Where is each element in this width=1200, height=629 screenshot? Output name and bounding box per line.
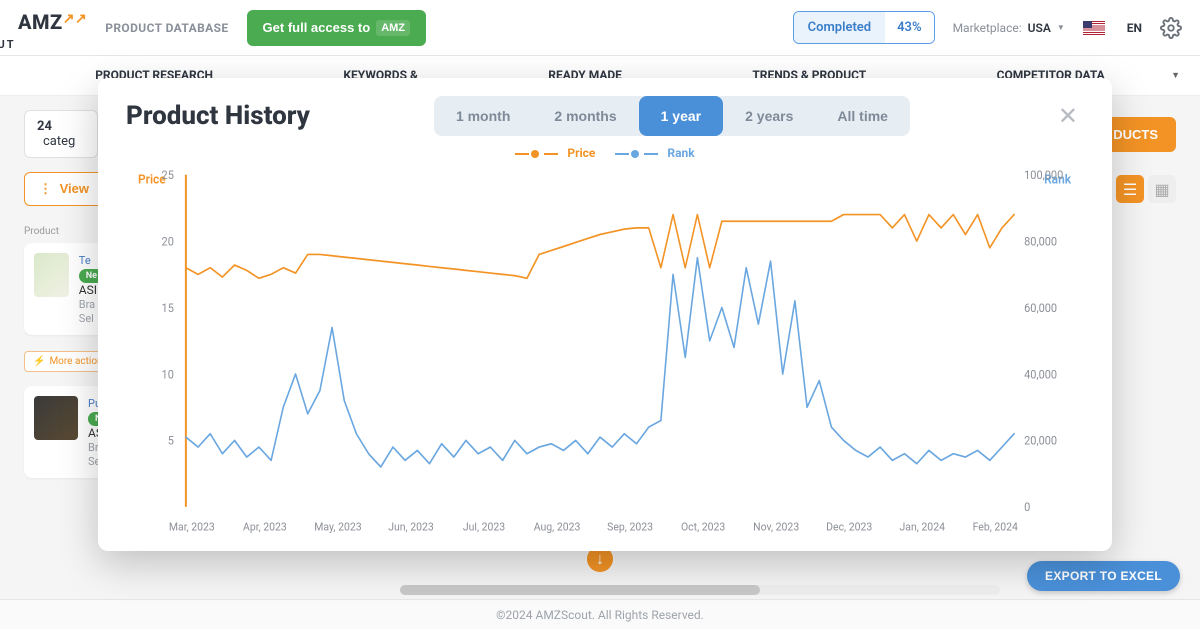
svg-text:Jan, 2024: Jan, 2024: [900, 520, 945, 533]
dots-icon: ⋮: [39, 181, 52, 196]
svg-text:Aug, 2023: Aug, 2023: [534, 520, 581, 533]
chevron-down-icon[interactable]: ▼: [1171, 70, 1180, 81]
chevron-down-icon: ▼: [1057, 23, 1065, 32]
brand-label: Bra: [79, 298, 95, 311]
svg-text:Jul, 2023: Jul, 2023: [463, 520, 505, 533]
history-chart: PriceRank510152025020,00040,00060,00080,…: [126, 164, 1084, 539]
footer: ©2024 AMZScout. All Rights Reserved.: [0, 599, 1200, 629]
logo[interactable]: AMZ↗↗ SCOUT: [18, 13, 87, 41]
logo-sub: SCOUT: [0, 40, 39, 50]
svg-text:5: 5: [168, 433, 174, 447]
svg-text:10: 10: [162, 367, 174, 381]
top-header: AMZ↗↗ SCOUT PRODUCT DATABASE Get full ac…: [0, 0, 1200, 56]
legend-price: Price: [515, 146, 595, 160]
marketplace-label: Marketplace:: [953, 21, 1022, 35]
flag-icon: [1083, 21, 1105, 35]
get-full-access-button[interactable]: Get full access to AMZ: [247, 10, 426, 46]
nav-product-database[interactable]: PRODUCT DATABASE: [105, 21, 228, 35]
category-chip[interactable]: 24 categ: [24, 110, 98, 158]
logo-arrow-icon: ↗↗: [63, 11, 87, 27]
time-range-segmented: 1 month2 months1 year2 yearsAll time: [434, 96, 910, 136]
legend-rank-label: Rank: [667, 146, 694, 160]
logo-main: AMZ: [18, 10, 63, 34]
legend-rank: Rank: [615, 146, 694, 160]
category-label: categ: [43, 134, 75, 149]
svg-text:15: 15: [162, 300, 174, 314]
svg-text:Apr, 2023: Apr, 2023: [243, 520, 287, 533]
range-1-year[interactable]: 1 year: [639, 96, 723, 136]
lang-label[interactable]: EN: [1127, 21, 1142, 35]
list-view-toggle[interactable]: ☰: [1116, 175, 1144, 203]
export-to-excel-button[interactable]: EXPORT TO EXCEL: [1027, 561, 1180, 591]
scrollbar-thumb[interactable]: [400, 585, 760, 595]
cta-mini-logo: AMZ: [376, 20, 410, 36]
product-title: ASI: [79, 283, 97, 297]
view-label: View: [60, 181, 89, 196]
grid-view-toggle[interactable]: ▦: [1148, 175, 1176, 203]
progress-label: Completed: [794, 12, 886, 43]
marketplace-selector[interactable]: Marketplace: USA ▼: [953, 21, 1065, 35]
close-icon[interactable]: ✕: [1052, 102, 1084, 131]
svg-text:25: 25: [162, 168, 174, 182]
cta-prefix: Get full access to: [263, 20, 371, 35]
modal-title: Product History: [126, 101, 310, 131]
svg-text:Dec, 2023: Dec, 2023: [826, 520, 872, 533]
range-1-month[interactable]: 1 month: [434, 96, 532, 136]
legend-price-label: Price: [567, 146, 595, 160]
range-2-months[interactable]: 2 months: [532, 96, 638, 136]
chart-legend: Price Rank: [126, 146, 1084, 160]
svg-text:20: 20: [162, 234, 174, 248]
range-2-years[interactable]: 2 years: [723, 96, 815, 136]
gear-icon[interactable]: [1160, 17, 1182, 39]
chart-area: PriceRank510152025020,00040,00060,00080,…: [126, 164, 1084, 539]
range-All-time[interactable]: All time: [815, 96, 910, 136]
svg-text:100,000: 100,000: [1024, 168, 1063, 182]
svg-text:80,000: 80,000: [1024, 234, 1057, 248]
seller-label: Sel: [79, 312, 94, 325]
view-button[interactable]: ⋮ View: [24, 172, 104, 206]
progress-pill[interactable]: Completed 43%: [793, 11, 935, 44]
product-thumb: [34, 396, 78, 440]
product-brand-link[interactable]: Te: [79, 254, 91, 267]
horizontal-scrollbar[interactable]: [400, 585, 1000, 595]
svg-text:Feb, 2024: Feb, 2024: [973, 520, 1018, 533]
svg-text:Sep, 2023: Sep, 2023: [607, 520, 653, 533]
svg-text:Mar, 2023: Mar, 2023: [169, 520, 215, 533]
marketplace-value: USA: [1028, 21, 1051, 35]
product-history-modal: Product History 1 month2 months1 year2 y…: [98, 78, 1112, 551]
view-toggle: ☰ ▦: [1116, 175, 1176, 203]
progress-pct: 43%: [885, 12, 933, 43]
svg-text:May, 2023: May, 2023: [314, 520, 361, 533]
svg-text:Jun, 2023: Jun, 2023: [388, 520, 434, 533]
svg-text:20,000: 20,000: [1024, 433, 1057, 447]
category-count: 24: [37, 119, 52, 134]
svg-text:Oct, 2023: Oct, 2023: [681, 520, 725, 533]
svg-text:40,000: 40,000: [1024, 367, 1057, 381]
product-thumb: [34, 253, 69, 297]
svg-text:0: 0: [1024, 500, 1030, 514]
svg-text:60,000: 60,000: [1024, 300, 1057, 314]
svg-text:Nov, 2023: Nov, 2023: [753, 520, 799, 533]
bolt-icon: ⚡: [33, 356, 45, 367]
